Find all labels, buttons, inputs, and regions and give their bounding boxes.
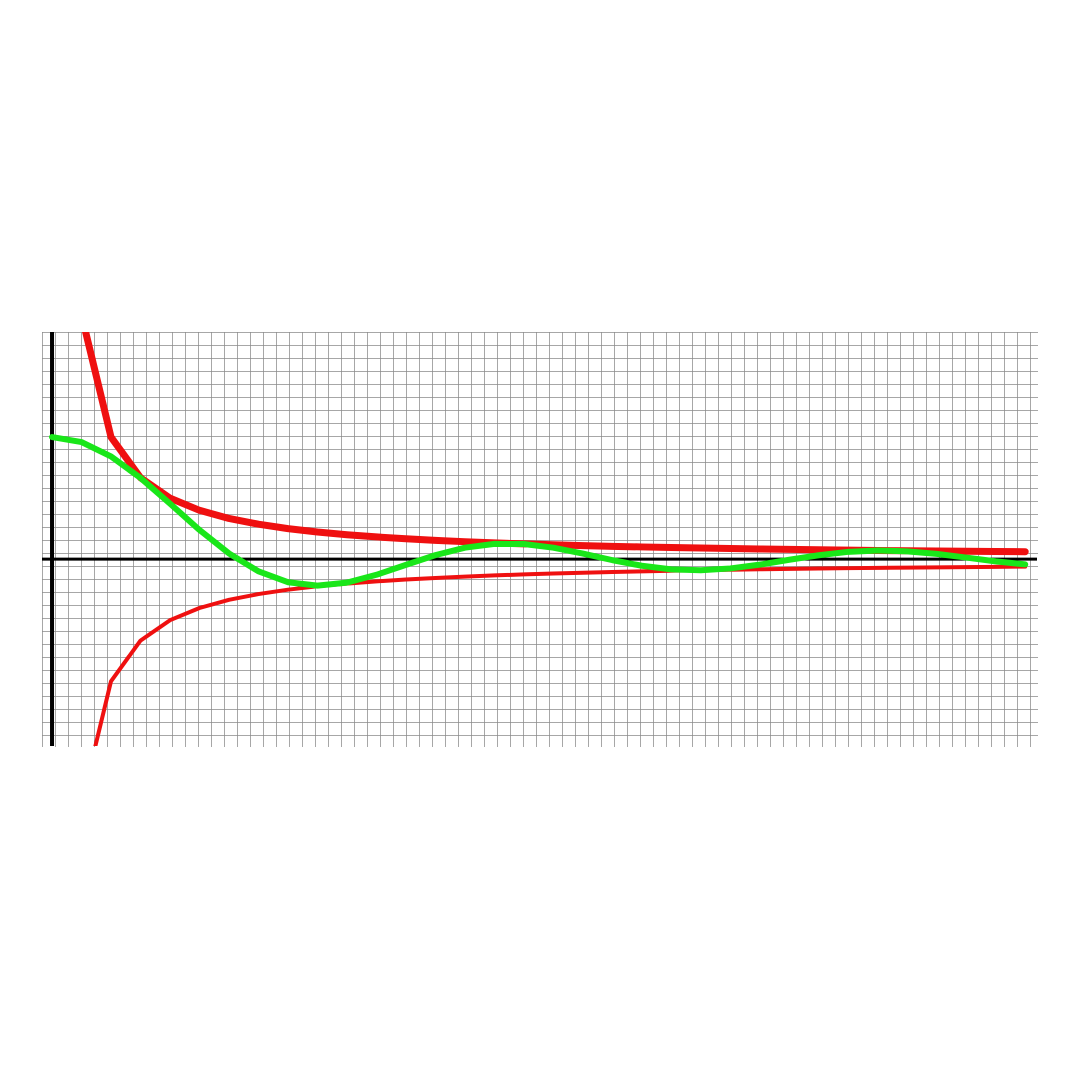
line-series: [93, 564, 1028, 746]
line-series: [49, 434, 1029, 589]
grid: [42, 332, 1038, 747]
plot-area: [49, 332, 1029, 746]
